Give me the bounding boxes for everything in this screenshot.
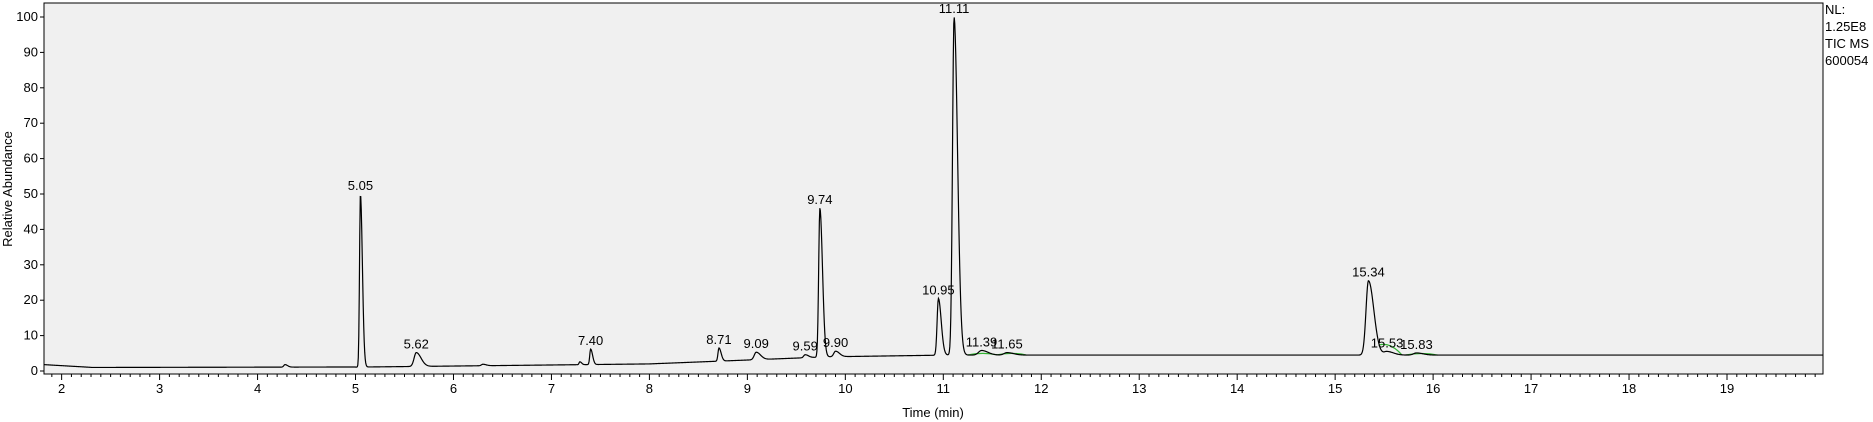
x-tick-label: 16 <box>1426 381 1440 396</box>
peak-label: 5.62 <box>404 337 429 352</box>
y-tick-label: 50 <box>24 186 38 201</box>
plot-area <box>43 2 1824 375</box>
x-axis: 2 3 4 5 6 7 8 9 10 11 12 13 14 15 16 17 18 19 <box>51 374 1816 396</box>
peak-label: 8.71 <box>706 332 731 347</box>
peak-label: 11.39 <box>966 334 998 349</box>
x-tick-label: 9 <box>744 381 751 396</box>
y-tick-label: 80 <box>24 80 38 95</box>
x-tick-label: 2 <box>58 381 65 396</box>
y-tick-label: 10 <box>24 328 38 343</box>
tic-trace-line <box>43 17 1823 369</box>
y-tick-label: 90 <box>24 44 38 59</box>
x-tick-label: 13 <box>1132 381 1146 396</box>
y-tick-label: 100 <box>16 9 38 24</box>
y-tick-label: 60 <box>24 151 38 166</box>
peak-labels: 5.05 5.62 7.40 8.71 9.09 9.59 9.74 9.90 10.95 11.… <box>348 1 1433 354</box>
peak-label: 9.74 <box>807 192 832 207</box>
peak-label: 9.59 <box>793 339 818 354</box>
trace-type: TIC MS <box>1825 36 1870 51</box>
x-tick-label: 3 <box>156 381 163 396</box>
y-axis: 0 10 20 30 40 50 60 70 80 90 100 <box>16 9 44 378</box>
info-block: NL: 1.25E8 TIC MS 600054 <box>1825 1 1869 69</box>
x-tick-label: 18 <box>1622 381 1636 396</box>
peak-label: 10.95 <box>922 282 955 297</box>
x-tick-label: 15 <box>1328 381 1342 396</box>
y-tick-label: 70 <box>24 115 38 130</box>
peak-label: 5.05 <box>348 178 373 193</box>
x-tick-label: 11 <box>937 381 951 396</box>
peak-label: 15.83 <box>1400 337 1433 352</box>
nl-value: 1.25E8 <box>1825 19 1867 34</box>
nl-label: NL: <box>1825 2 1846 17</box>
y-tick-label: 20 <box>24 292 38 307</box>
peak-label: 15.53 <box>1371 336 1404 351</box>
x-tick-label: 5 <box>352 381 359 396</box>
sample-id: 600054 <box>1825 53 1869 68</box>
peak-label: 11.11 <box>939 1 970 16</box>
integration-mark <box>1379 343 1403 356</box>
peak-label: 9.90 <box>823 335 848 350</box>
x-tick-label: 19 <box>1720 381 1734 396</box>
x-tick-label: 6 <box>450 381 457 396</box>
y-axis-label: Relative Abundance <box>0 131 15 247</box>
peak-label: 7.40 <box>578 333 603 348</box>
peak-label: 11.65 <box>991 337 1023 352</box>
y-tick-label: 40 <box>24 221 38 236</box>
x-tick-label: 12 <box>1034 381 1048 396</box>
x-tick-label: 8 <box>646 381 653 396</box>
x-tick-label: 17 <box>1524 381 1538 396</box>
y-tick-label: 0 <box>31 363 38 378</box>
x-axis-label: Time (min) <box>902 405 964 420</box>
y-tick-label: 30 <box>24 257 38 272</box>
peak-label: 9.09 <box>744 336 769 351</box>
x-tick-label: 4 <box>254 381 261 396</box>
x-tick-label: 14 <box>1230 381 1244 396</box>
x-tick-label: 10 <box>838 381 852 396</box>
peak-label: 15.34 <box>1352 265 1385 280</box>
x-tick-label: 7 <box>548 381 555 396</box>
